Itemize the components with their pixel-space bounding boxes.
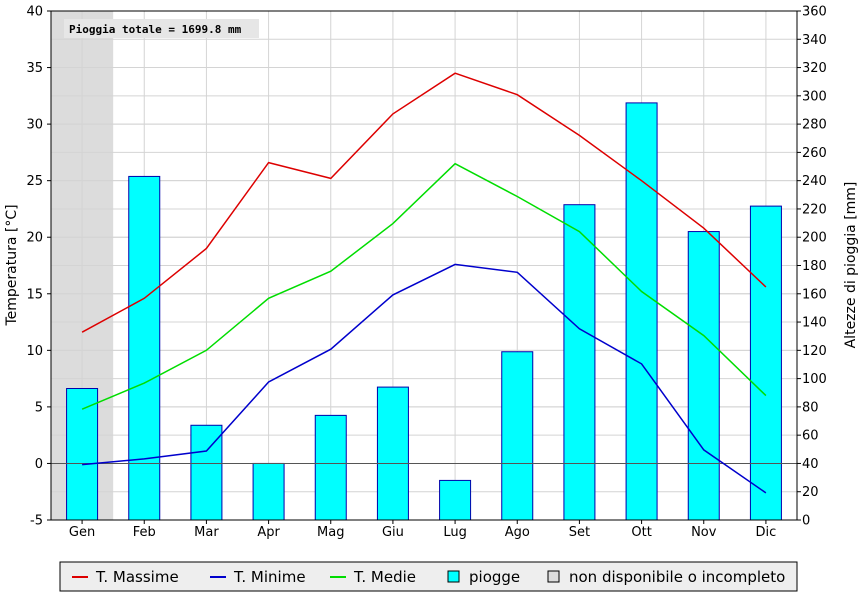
x-tick-label: Giu — [382, 525, 404, 540]
left-tick-label: 0 — [35, 457, 43, 472]
x-tick-label: Set — [569, 525, 590, 540]
right-tick-label: 180 — [802, 259, 827, 274]
temperature-lines — [81, 72, 767, 494]
annotation-box — [64, 19, 259, 38]
left-tick-label: 35 — [26, 61, 43, 76]
x-tick-label: Gen — [69, 525, 95, 540]
right-tick-label: 320 — [802, 61, 827, 76]
right-tick-label: 80 — [802, 400, 819, 415]
rain-bar-ott — [625, 102, 658, 521]
legend-label: non disponibile o incompleto — [569, 568, 785, 586]
x-tick-label: Lug — [443, 525, 467, 540]
legend-swatch-box — [447, 570, 460, 583]
right-tick-label: 160 — [802, 287, 827, 302]
right-axis-ticks: 0 20 40 60 80 100 120 140 160 180 200 220 240 260 280 3… — [797, 5, 827, 529]
right-tick-label: 20 — [802, 485, 819, 500]
x-tick-label: Apr — [257, 525, 280, 540]
legend: T. Massime T. Minime T. Medie piogge non dis… — [72, 568, 785, 586]
right-tick-label: 60 — [802, 429, 819, 444]
legend-label: T. Medie — [353, 568, 416, 586]
legend-label: piogge — [469, 568, 520, 586]
left-tick-label: 40 — [26, 5, 43, 20]
left-tick-label: 20 — [26, 231, 43, 246]
x-axis-ticks: Gen Feb Mar Apr Mag Giu Lug Ago Set Ott Nov Dic — [69, 520, 776, 540]
rain-bar-dic — [749, 205, 782, 521]
x-tick-label: Nov — [691, 525, 717, 540]
rain-bar-ago — [501, 351, 534, 521]
line-t-minime — [82, 263, 767, 494]
y2-axis-title: Altezze di pioggia [mm] — [843, 182, 859, 349]
legend-label: T. Minime — [233, 568, 306, 586]
legend-box — [59, 561, 798, 592]
rain-bar-apr — [252, 462, 285, 521]
right-tick-label: 300 — [802, 89, 827, 104]
right-tick-label: 0 — [802, 514, 810, 529]
right-tick-label: 120 — [802, 344, 827, 359]
x-tick-label: Dic — [756, 525, 777, 540]
legend-swatch-box — [547, 570, 560, 583]
line-t-medie — [81, 162, 767, 410]
rain-bar-giu — [376, 386, 409, 521]
y-axis-title: Temperatura [°C] — [4, 204, 20, 326]
right-tick-label: 140 — [802, 316, 827, 331]
right-tick-label: 340 — [802, 33, 827, 48]
x-tick-label: Ago — [505, 525, 530, 540]
rain-bar-set — [563, 204, 596, 521]
rain-bar-feb — [128, 175, 161, 521]
left-tick-label: -5 — [30, 514, 43, 529]
annotation-text: Pioggia totale = 1699.8 mm — [69, 23, 242, 36]
left-tick-label: 10 — [26, 344, 43, 359]
right-tick-label: 200 — [802, 231, 827, 246]
right-tick-label: 220 — [802, 202, 827, 217]
right-tick-label: 360 — [802, 5, 827, 20]
x-tick-label: Mar — [194, 525, 219, 540]
legend-label: T. Massime — [95, 568, 179, 586]
right-tick-label: 40 — [802, 457, 819, 472]
rain-bar-lug — [439, 479, 472, 521]
x-tick-label: Mag — [317, 525, 344, 540]
x-tick-label: Ott — [631, 525, 651, 540]
x-tick-label: Feb — [133, 525, 156, 540]
line-t-massime — [81, 72, 767, 333]
left-tick-label: 30 — [26, 118, 43, 133]
right-tick-label: 240 — [802, 174, 827, 189]
left-axis-ticks: -5 0 5 10 15 20 25 30 35 40 — [26, 5, 51, 529]
left-tick-label: 25 — [26, 174, 43, 189]
right-tick-label: 260 — [802, 146, 827, 161]
right-tick-label: 100 — [802, 372, 827, 387]
rain-bar-nov — [687, 231, 720, 521]
rain-bar-mag — [314, 414, 347, 521]
left-tick-label: 15 — [26, 287, 43, 302]
rain-bars — [66, 102, 782, 521]
rain-bar-gen — [66, 388, 99, 521]
left-tick-label: 5 — [35, 400, 43, 415]
right-tick-label: 280 — [802, 118, 827, 133]
